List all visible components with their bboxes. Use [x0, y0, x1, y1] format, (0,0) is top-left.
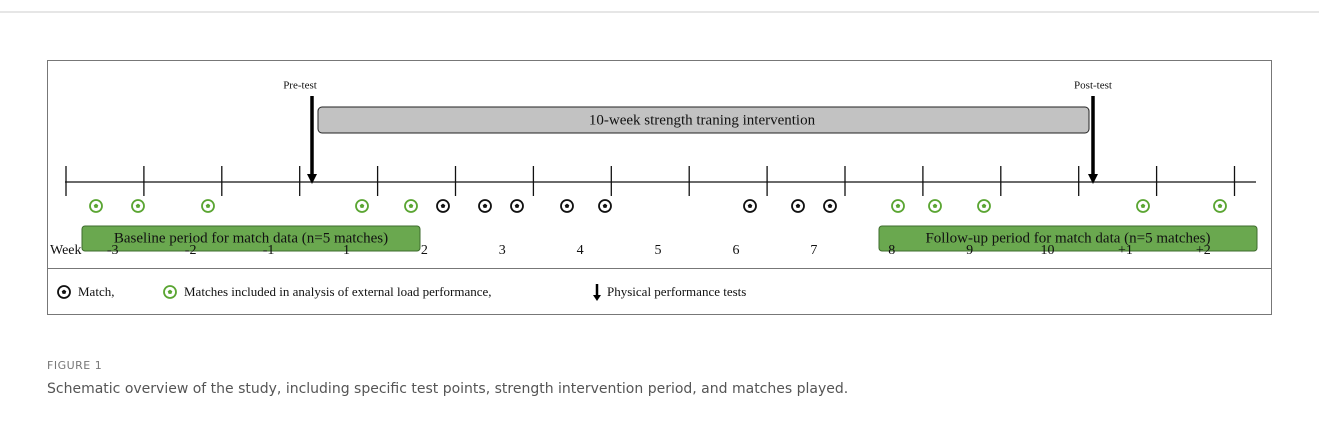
ball-center	[514, 203, 520, 208]
week-label: +2	[1196, 243, 1211, 258]
ball-center	[93, 203, 99, 208]
ball-center	[895, 203, 901, 208]
pre-test-arrowhead	[307, 174, 317, 184]
follow-up-box	[878, 225, 1258, 252]
ball-icon	[791, 199, 805, 213]
legend-included: Matches included in analysis of external…	[184, 284, 492, 299]
ball-center	[827, 203, 833, 208]
legend-match: Match,	[78, 284, 114, 299]
ball-icon	[163, 285, 177, 299]
legend-tests: Physical performance tests	[607, 284, 746, 299]
week-label: 7	[810, 243, 817, 258]
ball-icon	[928, 199, 942, 213]
ball-icon	[131, 199, 145, 213]
legend: Match, Matches included in analysis of e…	[57, 284, 746, 301]
matches	[89, 199, 1227, 213]
ball-center	[61, 289, 67, 294]
ball-center	[564, 203, 570, 208]
week-label: 6	[732, 243, 739, 258]
ball-center	[795, 203, 801, 208]
week-label: 4	[577, 243, 584, 258]
post-test-label: Post-test	[1074, 80, 1112, 92]
ball-icon	[823, 199, 837, 213]
ball-icon	[201, 199, 215, 213]
ball-center	[602, 203, 608, 208]
ball-center	[1217, 203, 1223, 208]
ball-icon	[436, 199, 450, 213]
week-axis-label: Week	[50, 243, 82, 258]
intervention-label: 10-week strength traning intervention	[589, 112, 816, 128]
intervention-bar	[317, 106, 1090, 134]
baseline-label: Baseline period for match data (n=5 matc…	[114, 230, 388, 246]
ball-center	[359, 203, 365, 208]
week-label: 9	[966, 243, 973, 258]
ball-center	[482, 203, 488, 208]
pre-test-label: Pre-test	[283, 80, 317, 92]
figure-frame	[47, 60, 1272, 315]
ball-center	[932, 203, 938, 208]
ball-icon	[1136, 199, 1150, 213]
week-label: -1	[263, 243, 275, 258]
ball-icon	[598, 199, 612, 213]
week-label: 2	[421, 243, 428, 258]
week-ticks	[65, 166, 1236, 196]
ball-icon	[355, 199, 369, 213]
ball-center	[747, 203, 753, 208]
week-label: +1	[1118, 243, 1133, 258]
ball-icon	[1213, 199, 1227, 213]
ball-icon	[510, 199, 524, 213]
baseline-box	[81, 225, 421, 252]
week-label: 10	[1041, 243, 1055, 258]
ball-icon	[891, 199, 905, 213]
caption-label: FIGURE 1	[47, 359, 102, 372]
ball-center	[205, 203, 211, 208]
ball-center	[167, 289, 173, 294]
ball-icon	[977, 199, 991, 213]
ball-icon	[404, 199, 418, 213]
ball-icon	[743, 199, 757, 213]
ball-icon	[560, 199, 574, 213]
ball-icon	[89, 199, 103, 213]
week-label: 3	[499, 243, 506, 258]
legend-arrowhead	[593, 295, 601, 301]
week-label: -2	[185, 243, 197, 258]
ball-center	[440, 203, 446, 208]
follow-up-label: Follow-up period for match data (n=5 mat…	[925, 230, 1210, 246]
post-test-arrowhead	[1088, 174, 1098, 184]
week-label: 8	[888, 243, 895, 258]
ball-center	[981, 203, 987, 208]
ball-icon	[478, 199, 492, 213]
caption-text: Schematic overview of the study, includi…	[47, 381, 848, 397]
ball-center	[408, 203, 414, 208]
week-label: 5	[655, 243, 662, 258]
ball-center	[1140, 203, 1146, 208]
week-label: -3	[107, 243, 119, 258]
ball-center	[135, 203, 141, 208]
week-labels: -3 -2 -1 1 2 3 4 5 6 7 8 9 10 +1 +2	[107, 243, 1211, 258]
ball-icon	[57, 285, 71, 299]
week-label: 1	[343, 243, 350, 258]
